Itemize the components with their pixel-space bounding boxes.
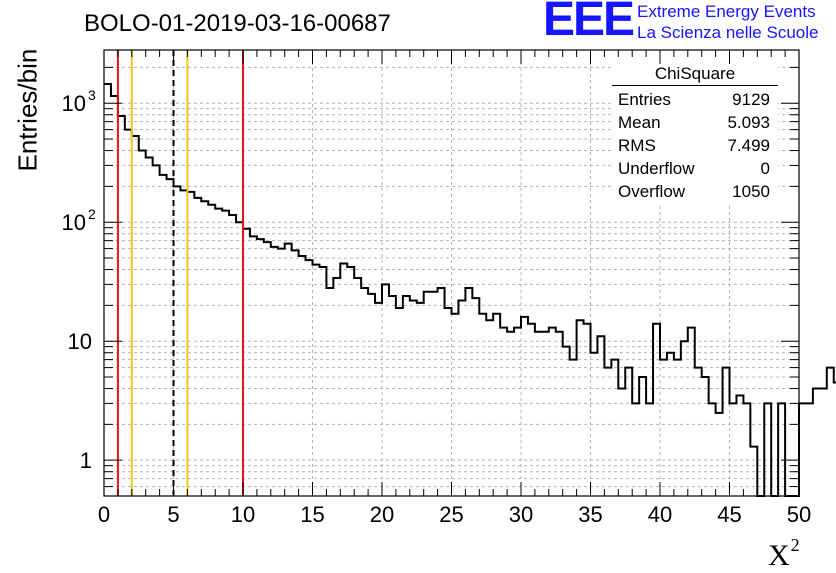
stats-row: Overflow 1050 bbox=[612, 180, 778, 203]
stats-label: RMS bbox=[618, 136, 656, 155]
y-tick-exponent: 3 bbox=[88, 87, 96, 103]
histogram bbox=[104, 83, 836, 497]
eee-logo: EEE bbox=[543, 0, 635, 46]
x-tick-label: 40 bbox=[648, 502, 672, 527]
marker-lines bbox=[116, 50, 244, 496]
stats-row: Mean 5.093 bbox=[612, 111, 778, 134]
y-tick-label: 10 bbox=[62, 210, 86, 235]
stats-box: ChiSquare Entries 9129 Mean 5.093 RMS 7.499… bbox=[612, 64, 778, 203]
x-tick-label: 0 bbox=[98, 502, 110, 527]
x-tick-label: 20 bbox=[370, 502, 394, 527]
logo-line-2: La Scienza nelle Scuole bbox=[637, 23, 819, 42]
stats-label: Overflow bbox=[618, 182, 686, 201]
y-tick-exponent: 2 bbox=[88, 206, 96, 222]
stats-label: Underflow bbox=[618, 159, 695, 178]
x-tick-label: 45 bbox=[717, 502, 741, 527]
stats-value: 7.499 bbox=[727, 136, 770, 155]
chart-title: BOLO-01-2019-03-16-00687 bbox=[84, 10, 391, 37]
stats-row: Underflow 0 bbox=[612, 157, 778, 180]
grid-lines bbox=[104, 50, 799, 497]
y-tick-label: 1 bbox=[80, 448, 92, 473]
stats-value: 1050 bbox=[732, 182, 770, 201]
logo-line-1: Extreme Energy Events bbox=[637, 2, 816, 21]
stats-row: Entries 9129 bbox=[612, 88, 778, 111]
x-tick-label: 5 bbox=[167, 502, 179, 527]
stats-value: 5.093 bbox=[727, 113, 770, 132]
x-tick-label: 30 bbox=[509, 502, 533, 527]
y-tick-label: 10 bbox=[68, 329, 92, 354]
x-tick-label: 50 bbox=[787, 502, 811, 527]
x-tick-label: 15 bbox=[300, 502, 324, 527]
y-axis-label: Entries/bin bbox=[12, 48, 43, 172]
y-tick-label: 10 bbox=[62, 91, 86, 116]
x-tick-label: 35 bbox=[578, 502, 602, 527]
x-tick-label: 10 bbox=[231, 502, 255, 527]
stats-title: ChiSquare bbox=[612, 64, 778, 86]
x-axis-label: X2 bbox=[768, 535, 800, 572]
histogram-line bbox=[104, 83, 836, 497]
stats-label: Mean bbox=[618, 113, 661, 132]
stats-row: RMS 7.499 bbox=[612, 134, 778, 157]
stats-label: Entries bbox=[618, 90, 671, 109]
plot-frame bbox=[103, 49, 800, 497]
stats-value: 9129 bbox=[732, 90, 770, 109]
stats-value: 0 bbox=[760, 159, 770, 178]
x-tick-label: 25 bbox=[439, 502, 463, 527]
